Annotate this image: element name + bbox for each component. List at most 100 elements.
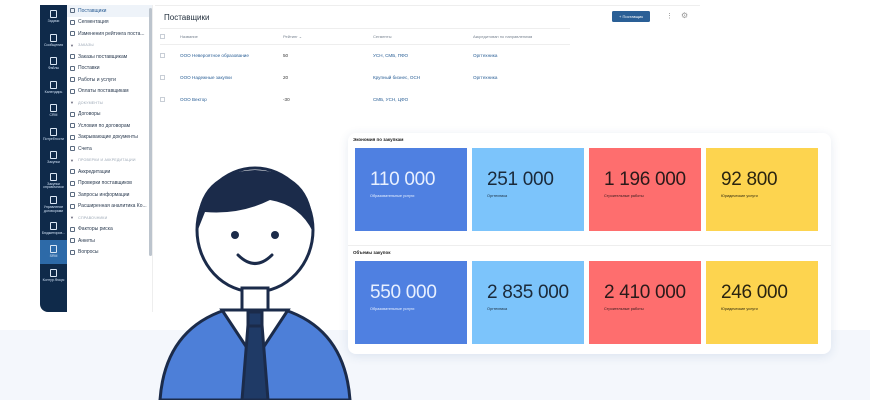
nav-item[interactable]: Календарь: [40, 76, 67, 100]
kpi-label: Строительные работы: [604, 307, 644, 311]
nav-label: Бюджетиров...: [41, 230, 66, 235]
nav-item[interactable]: Управление договорами: [40, 193, 67, 217]
srm-menu: Поставщики Сегментация Изменения рейтинга …: [67, 5, 153, 312]
nav-icon: [50, 57, 57, 65]
nav-item[interactable]: Потребности: [40, 123, 67, 147]
table-row[interactable]: ООО Вектор -30 СМБ, УСН, ЦФО: [160, 89, 570, 111]
add-supplier-button[interactable]: + Поставщик: [612, 11, 650, 22]
col-rating[interactable]: Рейтинг ⌄: [283, 28, 373, 45]
supplier-name-link[interactable]: ООО Невероятное образование: [180, 53, 249, 59]
menu-item[interactable]: Условия по договорам: [67, 120, 152, 132]
nav-icon: [50, 104, 57, 112]
menu-section-header[interactable]: ▼ ЗАКАЗЫ: [67, 40, 152, 52]
menu-item[interactable]: Заказы поставщикам: [67, 51, 152, 63]
kpi-card[interactable]: 110 000 Образовательные услуги: [355, 148, 467, 231]
supplier-name-link[interactable]: ООО Надежные закупки: [180, 75, 232, 80]
kpi-value: 1 196 000: [604, 169, 686, 190]
menu-item-label: Счета: [78, 145, 92, 152]
app-nav-rail: Задачи Сообщения Файлы Календарь CRM Потребно…: [40, 5, 67, 312]
menu-item-icon: [70, 180, 75, 186]
gear-icon[interactable]: ⚙: [681, 11, 689, 20]
supplier-name-link[interactable]: ООО Вектор: [180, 97, 207, 102]
caret-down-icon: ▼: [70, 157, 75, 163]
menu-item[interactable]: Поставки: [67, 63, 152, 75]
menu-item[interactable]: Изменения рейтинга поста...: [67, 28, 152, 40]
menu-item-label: Работы и услуги: [78, 76, 116, 83]
menu-item-icon: [70, 19, 75, 25]
nav-item[interactable]: SRM: [40, 240, 67, 264]
nav-item[interactable]: Закупки справочники: [40, 170, 67, 194]
menu-item[interactable]: Работы и услуги: [67, 74, 152, 86]
menu-item[interactable]: Договоры: [67, 109, 152, 121]
kpi-card[interactable]: 251 000 Оргтехника: [472, 148, 584, 231]
menu-item-label: Сегментация: [78, 19, 109, 26]
kpi-value: 251 000: [487, 169, 554, 190]
nav-label: SRM: [49, 254, 58, 258]
col-segments[interactable]: Сегменты: [373, 28, 473, 45]
menu-item[interactable]: Сегментация: [67, 17, 152, 29]
nav-item[interactable]: Сообщения: [40, 29, 67, 53]
nav-item[interactable]: Закупки: [40, 146, 67, 170]
kpi-card[interactable]: 246 000 Юридические услуги: [706, 261, 818, 344]
row-checkbox[interactable]: [160, 74, 165, 80]
nav-label: Задачи: [47, 19, 60, 23]
menu-item-icon: [70, 134, 75, 140]
accreditation-cell[interactable]: [473, 89, 570, 111]
menu-section-header[interactable]: ▼ СПРАВОЧНИКИ: [67, 212, 152, 224]
kpi-label: Строительные работы: [604, 194, 644, 198]
menu-item[interactable]: Факторы риска: [67, 224, 152, 236]
segments-cell: Крупный бизнес, ОСН: [373, 75, 421, 80]
kpi-label: Оргтехника: [487, 307, 508, 311]
col-name[interactable]: Название: [180, 28, 283, 45]
menu-item-label: Заказы поставщикам: [78, 53, 128, 60]
nav-item[interactable]: Файлы: [40, 52, 67, 76]
menu-item[interactable]: Расширенная аналитика Ко...: [67, 201, 152, 213]
menu-item[interactable]: Поставщики: [67, 5, 152, 17]
menu-section-header[interactable]: ▼ ПРОВЕРКИ И АККРЕДИТАЦИИ: [67, 155, 152, 167]
kpi-card[interactable]: 1 196 000 Строительные работы: [589, 148, 701, 231]
menu-item[interactable]: Вопросы: [67, 247, 152, 259]
nav-icon: [50, 221, 57, 230]
more-icon[interactable]: ⋮: [666, 13, 673, 20]
menu-item[interactable]: Оплаты поставщикам: [67, 86, 152, 98]
menu-item-icon: [70, 169, 75, 175]
menu-item-icon: [70, 65, 75, 71]
menu-item[interactable]: Анкеты: [67, 235, 152, 247]
nav-icon: [50, 10, 57, 18]
kpi-value: 110 000: [370, 169, 436, 190]
menu-scrollbar[interactable]: [149, 8, 152, 256]
kpi-label: Образовательные услуги: [370, 307, 415, 311]
menu-item-icon: [70, 192, 75, 198]
menu-section-header[interactable]: ▼ ДОКУМЕНТЫ: [67, 97, 152, 109]
kpi-card[interactable]: 2 835 000 Оргтехника: [472, 261, 584, 344]
row-checkbox[interactable]: [160, 52, 165, 58]
menu-item-label: Вопросы: [78, 249, 99, 256]
accreditation-cell[interactable]: Оргтехника: [473, 53, 498, 59]
menu-item-icon: [70, 54, 75, 60]
section-label: ЗАКАЗЫ: [78, 43, 94, 48]
table-row[interactable]: ООО Надежные закупки 20 Крупный бизнес, …: [160, 67, 570, 89]
select-all-checkbox[interactable]: [160, 33, 165, 39]
kpi-card[interactable]: 92 800 Юридические услуги: [706, 148, 818, 231]
menu-item-label: Запросы информации: [78, 191, 130, 198]
nav-item[interactable]: CRM: [40, 99, 67, 123]
rating-cell: -30: [283, 97, 290, 102]
kpi-value: 2 835 000: [487, 282, 569, 303]
menu-item[interactable]: Проверки поставщиков: [67, 178, 152, 190]
nav-item[interactable]: Контур.Фокус: [40, 264, 67, 288]
menu-item[interactable]: Аккредитации: [67, 166, 152, 178]
kpi-card[interactable]: 2 410 000 Строительные работы: [589, 261, 701, 344]
nav-label: Календарь: [44, 89, 63, 94]
menu-item-icon: [70, 88, 75, 94]
menu-item[interactable]: Счета: [67, 143, 152, 155]
kpi-card[interactable]: 550 000 Образовательные услуги: [355, 261, 467, 344]
table-row[interactable]: ООО Невероятное образование 50 УСН, СМБ,…: [160, 45, 570, 67]
col-accreditation[interactable]: Аккредитован по направлениям: [473, 28, 570, 45]
nav-item[interactable]: Бюджетиров...: [40, 217, 67, 241]
menu-item[interactable]: Запросы информации: [67, 189, 152, 201]
row-checkbox[interactable]: [160, 96, 165, 102]
accreditation-cell[interactable]: Оргтехника: [473, 75, 498, 80]
kpi-value: 92 800: [721, 169, 778, 190]
nav-item[interactable]: Задачи: [40, 5, 67, 29]
menu-item[interactable]: Закрывающие документы: [67, 132, 152, 144]
